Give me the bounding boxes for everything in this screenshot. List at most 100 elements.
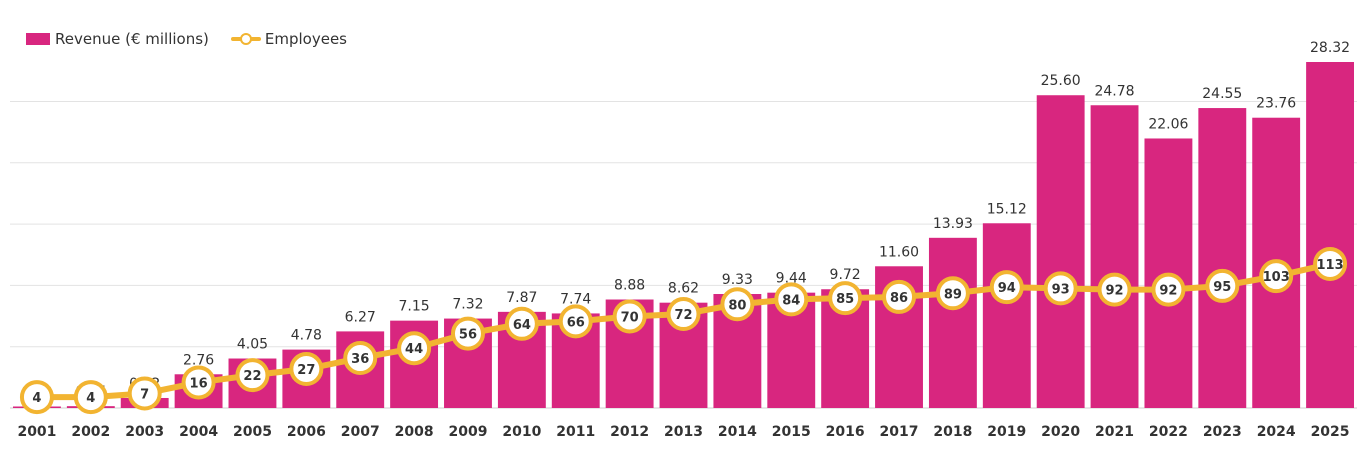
employees-value-label: 85: [836, 292, 854, 307]
revenue-bar: [982, 223, 1031, 408]
revenue-value-label: 23.76: [1256, 96, 1296, 112]
x-tick-label: 2011: [556, 424, 595, 440]
employees-value-label: 27: [297, 363, 315, 378]
employees-value-label: 7: [140, 387, 149, 402]
employees-marker: [1259, 259, 1294, 294]
revenue-bar: [1090, 105, 1139, 408]
revenue-value-label: 22.06: [1148, 116, 1188, 132]
revenue-bar: [928, 237, 977, 408]
employees-marker: [504, 306, 539, 341]
employees-value-label: 113: [1316, 258, 1343, 273]
x-tick-label: 2024: [1257, 424, 1296, 440]
x-tick-label: 2006: [287, 424, 326, 440]
revenue-swatch: [26, 33, 50, 45]
employees-value-label: 95: [1213, 280, 1231, 295]
x-tick-label: 2023: [1203, 424, 1242, 440]
revenue-value-label: 7.15: [399, 299, 430, 315]
employees-marker: [935, 276, 970, 311]
revenue-value-label: 9.33: [722, 272, 753, 288]
revenue-value-label: 6.27: [345, 309, 376, 325]
employees-value-label: 16: [190, 376, 208, 391]
employees-marker: [666, 297, 701, 332]
revenue-value-label: 8.88: [614, 278, 645, 294]
employees-value-label: 92: [1159, 284, 1177, 299]
employees-marker: [343, 341, 378, 376]
x-tick-label: 2005: [233, 424, 272, 440]
employees-value-label: 4: [86, 391, 95, 406]
x-tick-label: 2021: [1095, 424, 1134, 440]
revenue-value-label: 2.76: [183, 352, 214, 368]
employees-value-label: 4: [32, 391, 41, 406]
employees-marker: [612, 299, 647, 334]
revenue-value-label: 9.72: [830, 267, 861, 283]
x-tick-label: 2018: [933, 424, 972, 440]
employees-value-label: 70: [621, 310, 639, 325]
revenue-bar: [1198, 108, 1247, 408]
x-tick-label: 2003: [125, 424, 164, 440]
employees-value-label: 84: [782, 293, 800, 308]
employees-marker: [989, 270, 1024, 305]
revenue-value-label: 24.78: [1094, 83, 1134, 99]
revenue-value-label: 7.32: [452, 297, 483, 313]
employees-value-label: 44: [405, 342, 423, 357]
employees-marker: [127, 376, 162, 411]
x-tick-label: 2002: [71, 424, 110, 440]
employees-value-label: 89: [944, 287, 962, 302]
x-tick-label: 2022: [1149, 424, 1188, 440]
employees-marker: [882, 279, 917, 314]
employees-marker: [181, 365, 216, 400]
employees-swatch: [230, 32, 261, 46]
employees-marker: [1097, 272, 1132, 307]
employees-marker: [1151, 272, 1186, 307]
employees-marker: [235, 358, 270, 393]
revenue-value-label: 7.87: [506, 290, 537, 306]
x-tick-label: 2020: [1041, 424, 1080, 440]
employees-value-label: 56: [459, 328, 477, 343]
employees-marker: [450, 316, 485, 351]
employees-value-label: 86: [890, 291, 908, 306]
revenue-value-label: 28.32: [1310, 40, 1350, 56]
employees-marker: [774, 282, 809, 317]
revenue-value-label: 4.05: [237, 337, 268, 353]
legend-item-employees[interactable]: Employees: [230, 30, 347, 48]
revenue-value-label: 4.78: [291, 328, 322, 344]
revenue-value-label: 11.60: [879, 244, 919, 260]
employees-marker: [720, 287, 755, 322]
x-tick-label: 2019: [987, 424, 1026, 440]
employees-marker: [828, 281, 863, 316]
employees-marker: [1313, 246, 1348, 281]
legend: Revenue (€ millions) Employees: [26, 30, 369, 48]
employees-value-label: 94: [998, 281, 1016, 296]
revenue-value-label: 13.93: [933, 216, 973, 232]
revenue-value-label: 9.44: [776, 271, 807, 287]
employees-value-label: 22: [243, 369, 261, 384]
x-tick-label: 2008: [395, 424, 434, 440]
legend-label-revenue: Revenue (€ millions): [55, 30, 209, 48]
x-tick-label: 2014: [718, 424, 757, 440]
x-tick-label: 2004: [179, 424, 218, 440]
legend-item-revenue[interactable]: Revenue (€ millions): [26, 30, 209, 48]
revenue-value-label: 24.55: [1202, 86, 1242, 102]
employees-value-label: 72: [674, 308, 692, 323]
employees-marker: [558, 304, 593, 339]
employees-marker: [289, 352, 324, 387]
x-tick-label: 2015: [772, 424, 811, 440]
x-tick-label: 2025: [1311, 424, 1350, 440]
employees-marker: [1205, 268, 1240, 303]
employees-marker: [73, 380, 108, 415]
employees-marker: [1043, 271, 1078, 306]
x-tick-label: 2010: [502, 424, 541, 440]
x-tick-label: 2012: [610, 424, 649, 440]
x-tick-label: 2001: [17, 424, 56, 440]
employees-value-label: 92: [1105, 284, 1123, 299]
employees-value-label: 103: [1263, 270, 1290, 285]
revenue-value-label: 7.74: [560, 291, 591, 307]
employees-value-label: 36: [351, 352, 369, 367]
employees-marker: [397, 331, 432, 366]
employees-value-label: 64: [513, 318, 531, 333]
revenue-value-label: 15.12: [987, 201, 1027, 217]
employees-value-label: 80: [728, 298, 746, 313]
x-tick-label: 2016: [826, 424, 865, 440]
employees-marker: [19, 380, 54, 415]
revenue-bar: [1036, 95, 1085, 409]
